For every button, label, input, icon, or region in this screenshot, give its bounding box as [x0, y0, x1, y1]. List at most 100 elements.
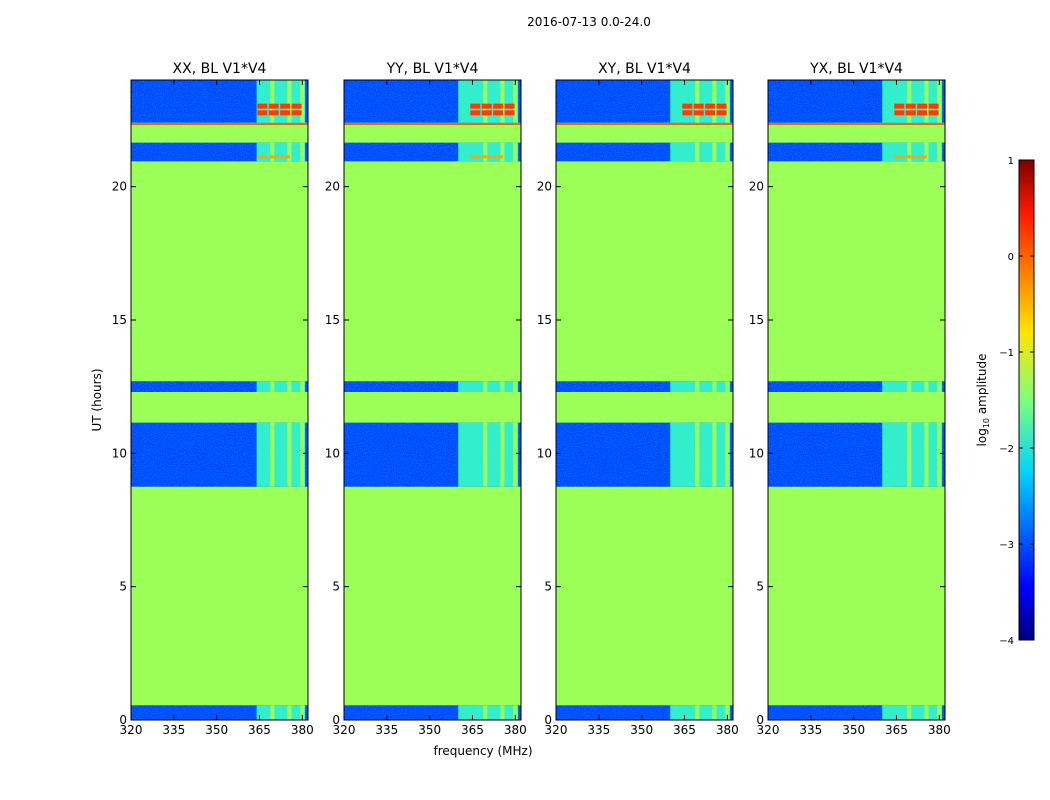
strong-rfi-spike	[268, 103, 279, 109]
y-tick-label: 20	[749, 180, 764, 194]
strong-rfi-spike	[504, 110, 515, 116]
mid-rfi-spike	[268, 155, 279, 159]
rfi-channel-line	[907, 381, 912, 392]
strong-rfi-spike	[470, 103, 481, 109]
rfi-channel-line	[712, 80, 717, 123]
rfi-channel-line	[725, 381, 730, 392]
strong-rfi-spike	[905, 103, 916, 109]
rfi-channel-line	[513, 381, 518, 392]
observed-band	[556, 80, 733, 123]
rfi-channel-line	[937, 705, 942, 720]
strong-rfi-spike	[682, 103, 693, 109]
rfi-region	[670, 80, 731, 123]
rfi-channel-line	[712, 142, 717, 162]
observed-band	[344, 422, 521, 487]
mid-rfi-spike	[257, 155, 268, 159]
colorbar: 1 0 −1 −2 −3 −4 log10 amplitude	[975, 156, 1035, 647]
rfi-channel-line	[695, 705, 700, 720]
x-tick-label: 365	[885, 723, 908, 737]
rfi-channel-line	[924, 142, 929, 162]
mid-rfi-spike	[470, 155, 481, 159]
observed-band	[131, 142, 308, 162]
rfi-channel-line	[300, 705, 305, 720]
panel: YY, BL V1*V4 320 335 350 365 380 0 5 10 15 20	[325, 61, 527, 737]
rfi-channel-line	[907, 142, 912, 162]
rfi-channel-line	[725, 705, 730, 720]
observed-band	[768, 142, 945, 162]
rfi-channel-line	[937, 142, 942, 162]
rfi-channel-line	[483, 422, 488, 487]
panel-title: YY, BL V1*V4	[386, 61, 479, 77]
y-tick-label: 10	[112, 446, 127, 460]
rfi-channel-line	[695, 80, 700, 123]
x-tick-label: 350	[205, 723, 228, 737]
colorbar-tick-label: 0	[1008, 252, 1014, 263]
strong-rfi-spike	[291, 110, 302, 116]
mid-rfi-spike	[481, 155, 492, 159]
band-noise-texture	[344, 381, 521, 392]
x-tick-label: 380	[504, 723, 527, 737]
rfi-channel-line	[513, 80, 518, 123]
y-tick-label: 20	[537, 180, 552, 194]
rfi-channel-line	[483, 80, 488, 123]
strong-rfi-spike	[917, 110, 928, 116]
x-tick-label: 320	[333, 723, 356, 737]
strong-rfi-spike	[291, 103, 302, 109]
mid-rfi-spike	[493, 155, 504, 159]
mid-rfi-spike	[917, 155, 928, 159]
rfi-channel-line	[725, 80, 730, 123]
panel-fill-background	[131, 80, 308, 720]
rfi-channel-line	[695, 422, 700, 487]
panel-fill-background	[768, 80, 945, 720]
rfi-region	[670, 381, 731, 392]
rfi-region	[882, 422, 943, 487]
x-axis-label: frequency (MHz)	[433, 744, 532, 758]
rfi-region	[256, 80, 306, 123]
x-tick-label: 365	[461, 723, 484, 737]
y-tick-label: 20	[325, 180, 340, 194]
strong-rfi-spike	[481, 103, 492, 109]
x-tick-label: 380	[291, 723, 314, 737]
rfi-channel-line	[695, 381, 700, 392]
figure-suptitle: 2016-07-13 0.0-24.0	[527, 15, 651, 29]
strong-rfi-spike	[693, 103, 704, 109]
mid-rfi-spike	[280, 155, 291, 159]
rfi-channel-line	[725, 422, 730, 487]
strong-rfi-spike	[280, 110, 291, 116]
rfi-channel-line	[513, 142, 518, 162]
mid-rfi-spike	[894, 155, 905, 159]
y-tick-label: 20	[112, 180, 127, 194]
rfi-region	[670, 705, 731, 720]
rfi-channel-line	[924, 422, 929, 487]
rfi-region	[256, 422, 306, 487]
rfi-channel-line	[924, 80, 929, 123]
x-tick-label: 350	[842, 723, 865, 737]
rfi-channel-line	[300, 381, 305, 392]
strong-rfi-spike	[268, 110, 279, 116]
strong-rfi-spike	[716, 110, 727, 116]
rfi-channel-line	[287, 381, 292, 392]
rfi-channel-line	[695, 142, 700, 162]
rfi-region	[458, 80, 519, 123]
strong-rfi-spike	[493, 103, 504, 109]
y-tick-label: 15	[749, 313, 764, 327]
mid-rfi-spike	[905, 155, 916, 159]
strong-rfi-spike	[894, 103, 905, 109]
observed-band	[768, 80, 945, 123]
y-tick-label: 10	[325, 446, 340, 460]
rfi-channel-line	[907, 422, 912, 487]
panel-title: YX, BL V1*V4	[809, 61, 903, 77]
rfi-region	[458, 705, 519, 720]
rfi-region	[882, 142, 943, 162]
colorbar-tick-label: −4	[999, 636, 1014, 647]
panel-fill-background	[344, 80, 521, 720]
rfi-channel-line	[500, 422, 505, 487]
strong-rfi-spike	[504, 103, 515, 109]
rfi-region	[670, 142, 731, 162]
rfi-channel-line	[907, 705, 912, 720]
observed-band	[131, 80, 308, 123]
rfi-channel-line	[270, 422, 275, 487]
observed-band	[131, 705, 308, 720]
strong-rfi-spike	[716, 103, 727, 109]
